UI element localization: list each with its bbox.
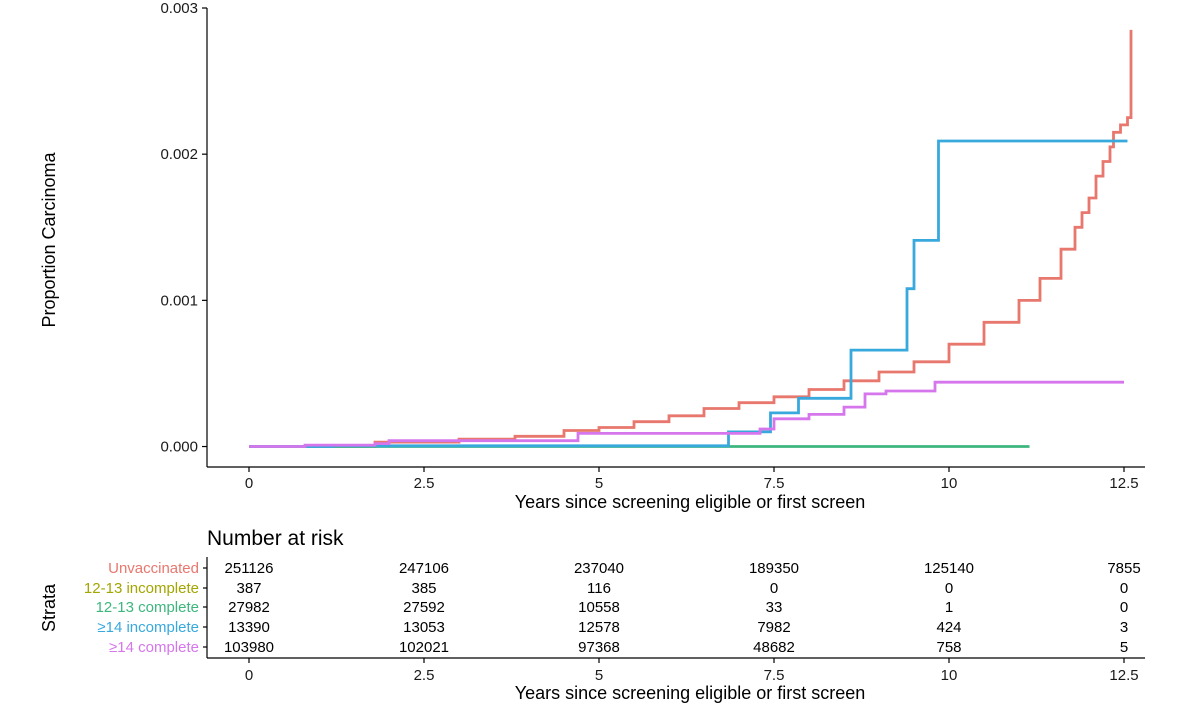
risk-table-cell: 103980 [224,639,274,656]
y-axis-title: Proportion Carcinoma [39,151,59,327]
strata-label: ≥14 incomplete [97,619,199,636]
x-tick-label: 12.5 [1109,475,1138,492]
risk-table-cell: 7855 [1107,560,1140,577]
strata-label: 12-13 complete [96,599,199,616]
risk-table-cell: 10558 [578,599,620,616]
x-tick-label: 5 [595,475,603,492]
y-tick-label: 0.001 [160,292,198,309]
series-group [249,29,1133,448]
x-tick-label: 0 [245,475,253,492]
risk-x-tick-label: 10 [941,667,958,684]
risk-x-tick-label: 12.5 [1109,667,1138,684]
risk-table-cell: 116 [587,580,611,597]
x-axis-title: Years since screening eligible or first … [515,492,866,512]
x-tick-label: 7.5 [764,475,785,492]
risk-table-cell: 251126 [225,560,274,577]
series-line-unvaccinated [249,29,1133,448]
risk-x-tick-label: 0 [245,667,253,684]
risk-table-cell: 102021 [399,639,449,656]
risk-table-cell: 33 [766,599,783,616]
y-tick-label: 0.000 [160,439,198,456]
risk-table-cell: 48682 [753,639,795,656]
strata-label: Unvaccinated [108,560,199,577]
risk-rows-group: Unvaccinated 251126 247106 237040 189350 1251… [84,560,1141,656]
risk-table-cell: 125140 [924,560,974,577]
risk-table-cell: 3 [1120,619,1128,636]
risk-x-tick-group: 0 2.5 5 7.5 10 12.5 [245,658,1139,684]
risk-x-tick-label: 7.5 [764,667,785,684]
risk-table: Number at risk Strata Unvaccinated 251126… [39,527,1145,703]
risk-table-title: Number at risk [207,527,344,550]
y-tick-group: 0.000 0.001 0.002 0.003 [160,0,207,456]
risk-table-cell: 424 [936,619,961,636]
risk-x-tick-label: 2.5 [414,667,435,684]
risk-table-cell: 13390 [228,619,270,636]
x-tick-group: 0 2.5 5 7.5 10 12.5 [245,467,1139,492]
main-plot-area: 0.000 0.001 0.002 0.003 0 2.5 5 7.5 10 12.5 Year… [39,0,1145,512]
x-tick-label: 2.5 [414,475,435,492]
risk-table-cell: 5 [1120,639,1128,656]
series-line-ge14-incomplete [249,139,1128,448]
risk-table-cell: 27592 [403,599,445,616]
risk-table-cell: 27982 [228,599,270,616]
risk-table-cell: 12578 [578,619,620,636]
risk-table-cell: 97368 [578,639,620,656]
risk-table-cell: 7982 [757,619,790,636]
risk-table-cell: 385 [411,580,436,597]
risk-table-cell: 237040 [574,560,624,577]
risk-x-tick-label: 5 [595,667,603,684]
risk-table-cell: 189350 [749,560,799,577]
y-tick-label: 0.002 [160,146,198,163]
risk-table-cell: 247106 [399,560,449,577]
risk-table-cell: 0 [770,580,778,597]
risk-table-cell: 758 [936,639,961,656]
risk-table-cell: 0 [1120,599,1128,616]
strata-label: ≥14 complete [109,639,199,656]
strata-axis-title: Strata [39,583,59,632]
risk-table-cell: 0 [945,580,953,597]
risk-table-cell: 1 [945,599,953,616]
x-tick-label: 10 [941,475,958,492]
strata-label: 12-13 incomplete [84,580,199,597]
risk-x-axis-title: Years since screening eligible or first … [515,683,866,703]
y-tick-label: 0.003 [160,0,198,17]
series-line-ge14-complete [249,380,1124,448]
risk-table-cell: 387 [236,580,261,597]
risk-table-cell: 13053 [403,619,445,636]
risk-table-cell: 0 [1120,580,1128,597]
